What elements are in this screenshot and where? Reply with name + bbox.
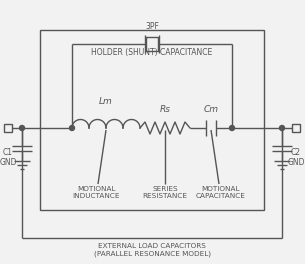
Text: MOTIONAL
INDUCTANCE: MOTIONAL INDUCTANCE: [72, 186, 120, 199]
Circle shape: [229, 125, 235, 130]
Text: Lm: Lm: [99, 97, 113, 106]
Bar: [40, 30, 264, 210]
Text: 3PF: 3PF: [145, 22, 159, 31]
Circle shape: [279, 125, 285, 130]
Circle shape: [70, 125, 74, 130]
Text: Rs: Rs: [160, 105, 170, 114]
Bar: [146, 37, 158, 51]
Text: SERIES
RESISTANCE: SERIES RESISTANCE: [142, 186, 188, 199]
Bar: [4, 124, 12, 132]
Text: EXTERNAL LOAD CAPACITORS
(PARALLEL RESONANCE MODEL): EXTERNAL LOAD CAPACITORS (PARALLEL RESON…: [94, 243, 210, 257]
Text: HOLDER (SHUNT) CAPACITANCE: HOLDER (SHUNT) CAPACITANCE: [92, 48, 213, 56]
Text: MOTIONAL
CAPACITANCE: MOTIONAL CAPACITANCE: [196, 186, 246, 199]
Text: Cm: Cm: [203, 105, 218, 114]
Text: C2
GND: C2 GND: [287, 148, 305, 167]
Circle shape: [20, 125, 24, 130]
Text: C1
GND: C1 GND: [0, 148, 17, 167]
Bar: [292, 124, 300, 132]
